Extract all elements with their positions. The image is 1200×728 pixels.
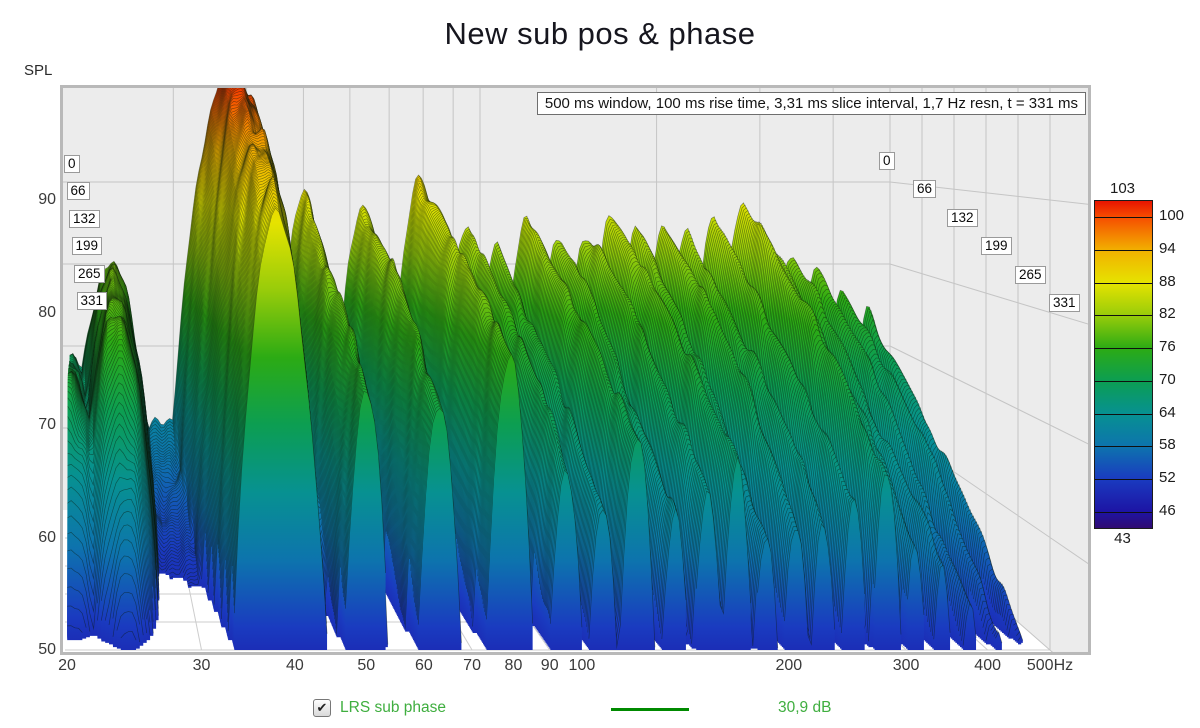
colorbar-divider bbox=[1095, 511, 1152, 513]
colorbar-tick: 76 bbox=[1159, 338, 1176, 356]
check-icon: ✔ bbox=[316, 700, 328, 715]
time-label-left: 0 bbox=[64, 155, 80, 173]
colorbar-divider bbox=[1095, 446, 1152, 448]
frequency-tick: 50 bbox=[357, 657, 376, 674]
colorbar-tick: 52 bbox=[1159, 468, 1176, 486]
time-label-left: 199 bbox=[71, 237, 103, 256]
colorbar-tick: 64 bbox=[1159, 403, 1176, 421]
frequency-tick: 100 bbox=[568, 657, 596, 674]
colorbar-tick: 88 bbox=[1159, 272, 1176, 290]
time-label-right: 199 bbox=[981, 237, 1012, 256]
colorbar-tick: 82 bbox=[1159, 305, 1176, 323]
frequency-tick: 30 bbox=[192, 657, 211, 674]
time-label-right: 66 bbox=[913, 180, 937, 199]
waterfall-canvas bbox=[63, 88, 1088, 652]
spl-tick: 80 bbox=[38, 303, 56, 321]
time-label-right: 132 bbox=[947, 208, 978, 227]
spl-axis-label: SPL bbox=[24, 62, 53, 79]
time-label-left: 66 bbox=[66, 182, 90, 201]
trace-checkbox[interactable]: ✔ bbox=[313, 699, 331, 717]
time-label-right: 265 bbox=[1015, 265, 1046, 284]
colorbar-tick: 94 bbox=[1159, 240, 1176, 258]
colorbar-divider bbox=[1095, 478, 1152, 480]
frequency-tick: 60 bbox=[414, 657, 433, 674]
frequency-tick: 20 bbox=[58, 657, 76, 674]
trace-label: LRS sub phase bbox=[340, 699, 446, 716]
colorbar bbox=[1094, 200, 1153, 529]
colorbar-divider bbox=[1095, 348, 1152, 350]
spl-tick: 60 bbox=[38, 528, 56, 546]
time-label-right: 0 bbox=[879, 152, 895, 170]
frequency-tick: 200 bbox=[775, 657, 803, 674]
trace-line-sample bbox=[611, 708, 689, 711]
colorbar-divider bbox=[1095, 282, 1152, 284]
frequency-tick: 300 bbox=[892, 657, 920, 674]
frequency-tick: 40 bbox=[286, 657, 304, 674]
colorbar-divider bbox=[1095, 217, 1152, 219]
colorbar-divider bbox=[1095, 315, 1152, 317]
colorbar-tick: 58 bbox=[1159, 436, 1176, 454]
spl-tick: 70 bbox=[38, 416, 56, 433]
colorbar-divider bbox=[1095, 413, 1152, 415]
time-label-left: 265 bbox=[74, 264, 105, 283]
colorbar-tick: 46 bbox=[1159, 501, 1176, 519]
colorbar-divider bbox=[1095, 250, 1152, 252]
colorbar-max-label: 103 bbox=[1109, 180, 1136, 197]
time-label-left: 132 bbox=[69, 209, 100, 228]
frequency-tick: 80 bbox=[504, 657, 523, 674]
spl-tick: 50 bbox=[38, 641, 56, 658]
annotation-box: 500 ms window, 100 ms rise time, 3,31 ms… bbox=[536, 92, 1086, 115]
frequency-tick: 70 bbox=[463, 657, 481, 674]
trace-value: 30,9 dB bbox=[778, 699, 832, 716]
colorbar-divider bbox=[1095, 380, 1152, 382]
frequency-tick: 400 bbox=[974, 657, 1002, 674]
time-label-right: 331 bbox=[1049, 294, 1080, 312]
time-label-left: 331 bbox=[76, 292, 108, 310]
frequency-tick: 90 bbox=[540, 657, 559, 674]
frequency-tick: 500Hz bbox=[1026, 657, 1074, 674]
colorbar-tick: 100 bbox=[1159, 207, 1185, 225]
legend-bar: ✔ LRS sub phase 30,9 dB bbox=[0, 697, 1200, 723]
page-title: New sub pos & phase bbox=[444, 16, 756, 51]
spl-tick: 90 bbox=[38, 191, 56, 208]
waterfall-plot-area: 500 ms window, 100 ms rise time, 3,31 ms… bbox=[60, 85, 1091, 655]
colorbar-min-label: 43 bbox=[1114, 530, 1131, 547]
colorbar-tick: 70 bbox=[1159, 370, 1176, 388]
